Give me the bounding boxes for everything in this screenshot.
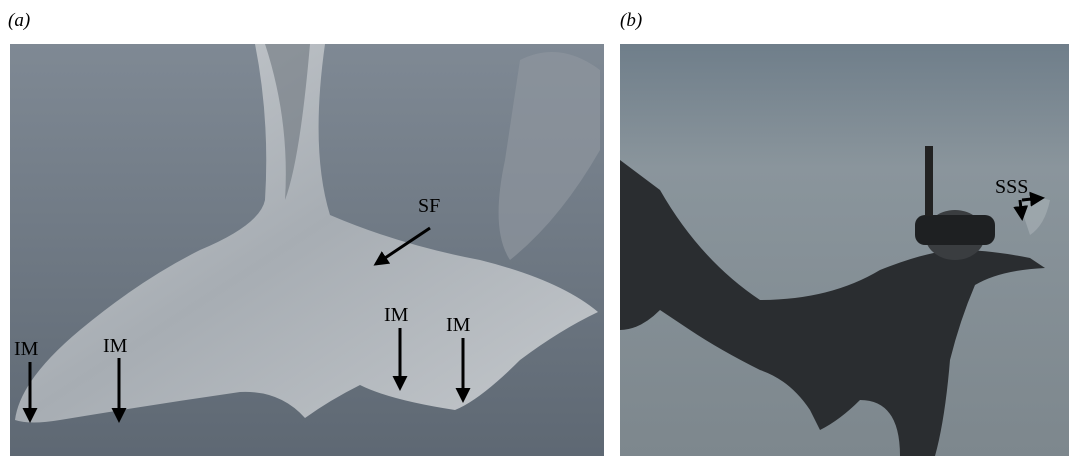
panel-label: (a) [8, 10, 30, 31]
snorkel [925, 146, 933, 216]
annotation: IM [384, 304, 409, 326]
panel-label: (b) [620, 10, 642, 31]
diver [620, 160, 1045, 456]
panel-b: (b) SSS [620, 10, 1069, 456]
arrow [1013, 199, 1029, 221]
annotation: IM [14, 338, 39, 360]
whale-tail [15, 44, 598, 423]
annotation: SF [418, 195, 440, 217]
arrow [373, 226, 431, 266]
annotation: SSS [995, 176, 1028, 198]
tail-stock-shadow [265, 44, 310, 200]
arrow [1021, 191, 1045, 207]
annotation: IM [103, 335, 128, 357]
panel-a: (a) SF IM IM IM IM [8, 10, 604, 456]
annotation: IM [446, 314, 471, 336]
mask [915, 215, 995, 245]
second-whale [498, 52, 600, 260]
